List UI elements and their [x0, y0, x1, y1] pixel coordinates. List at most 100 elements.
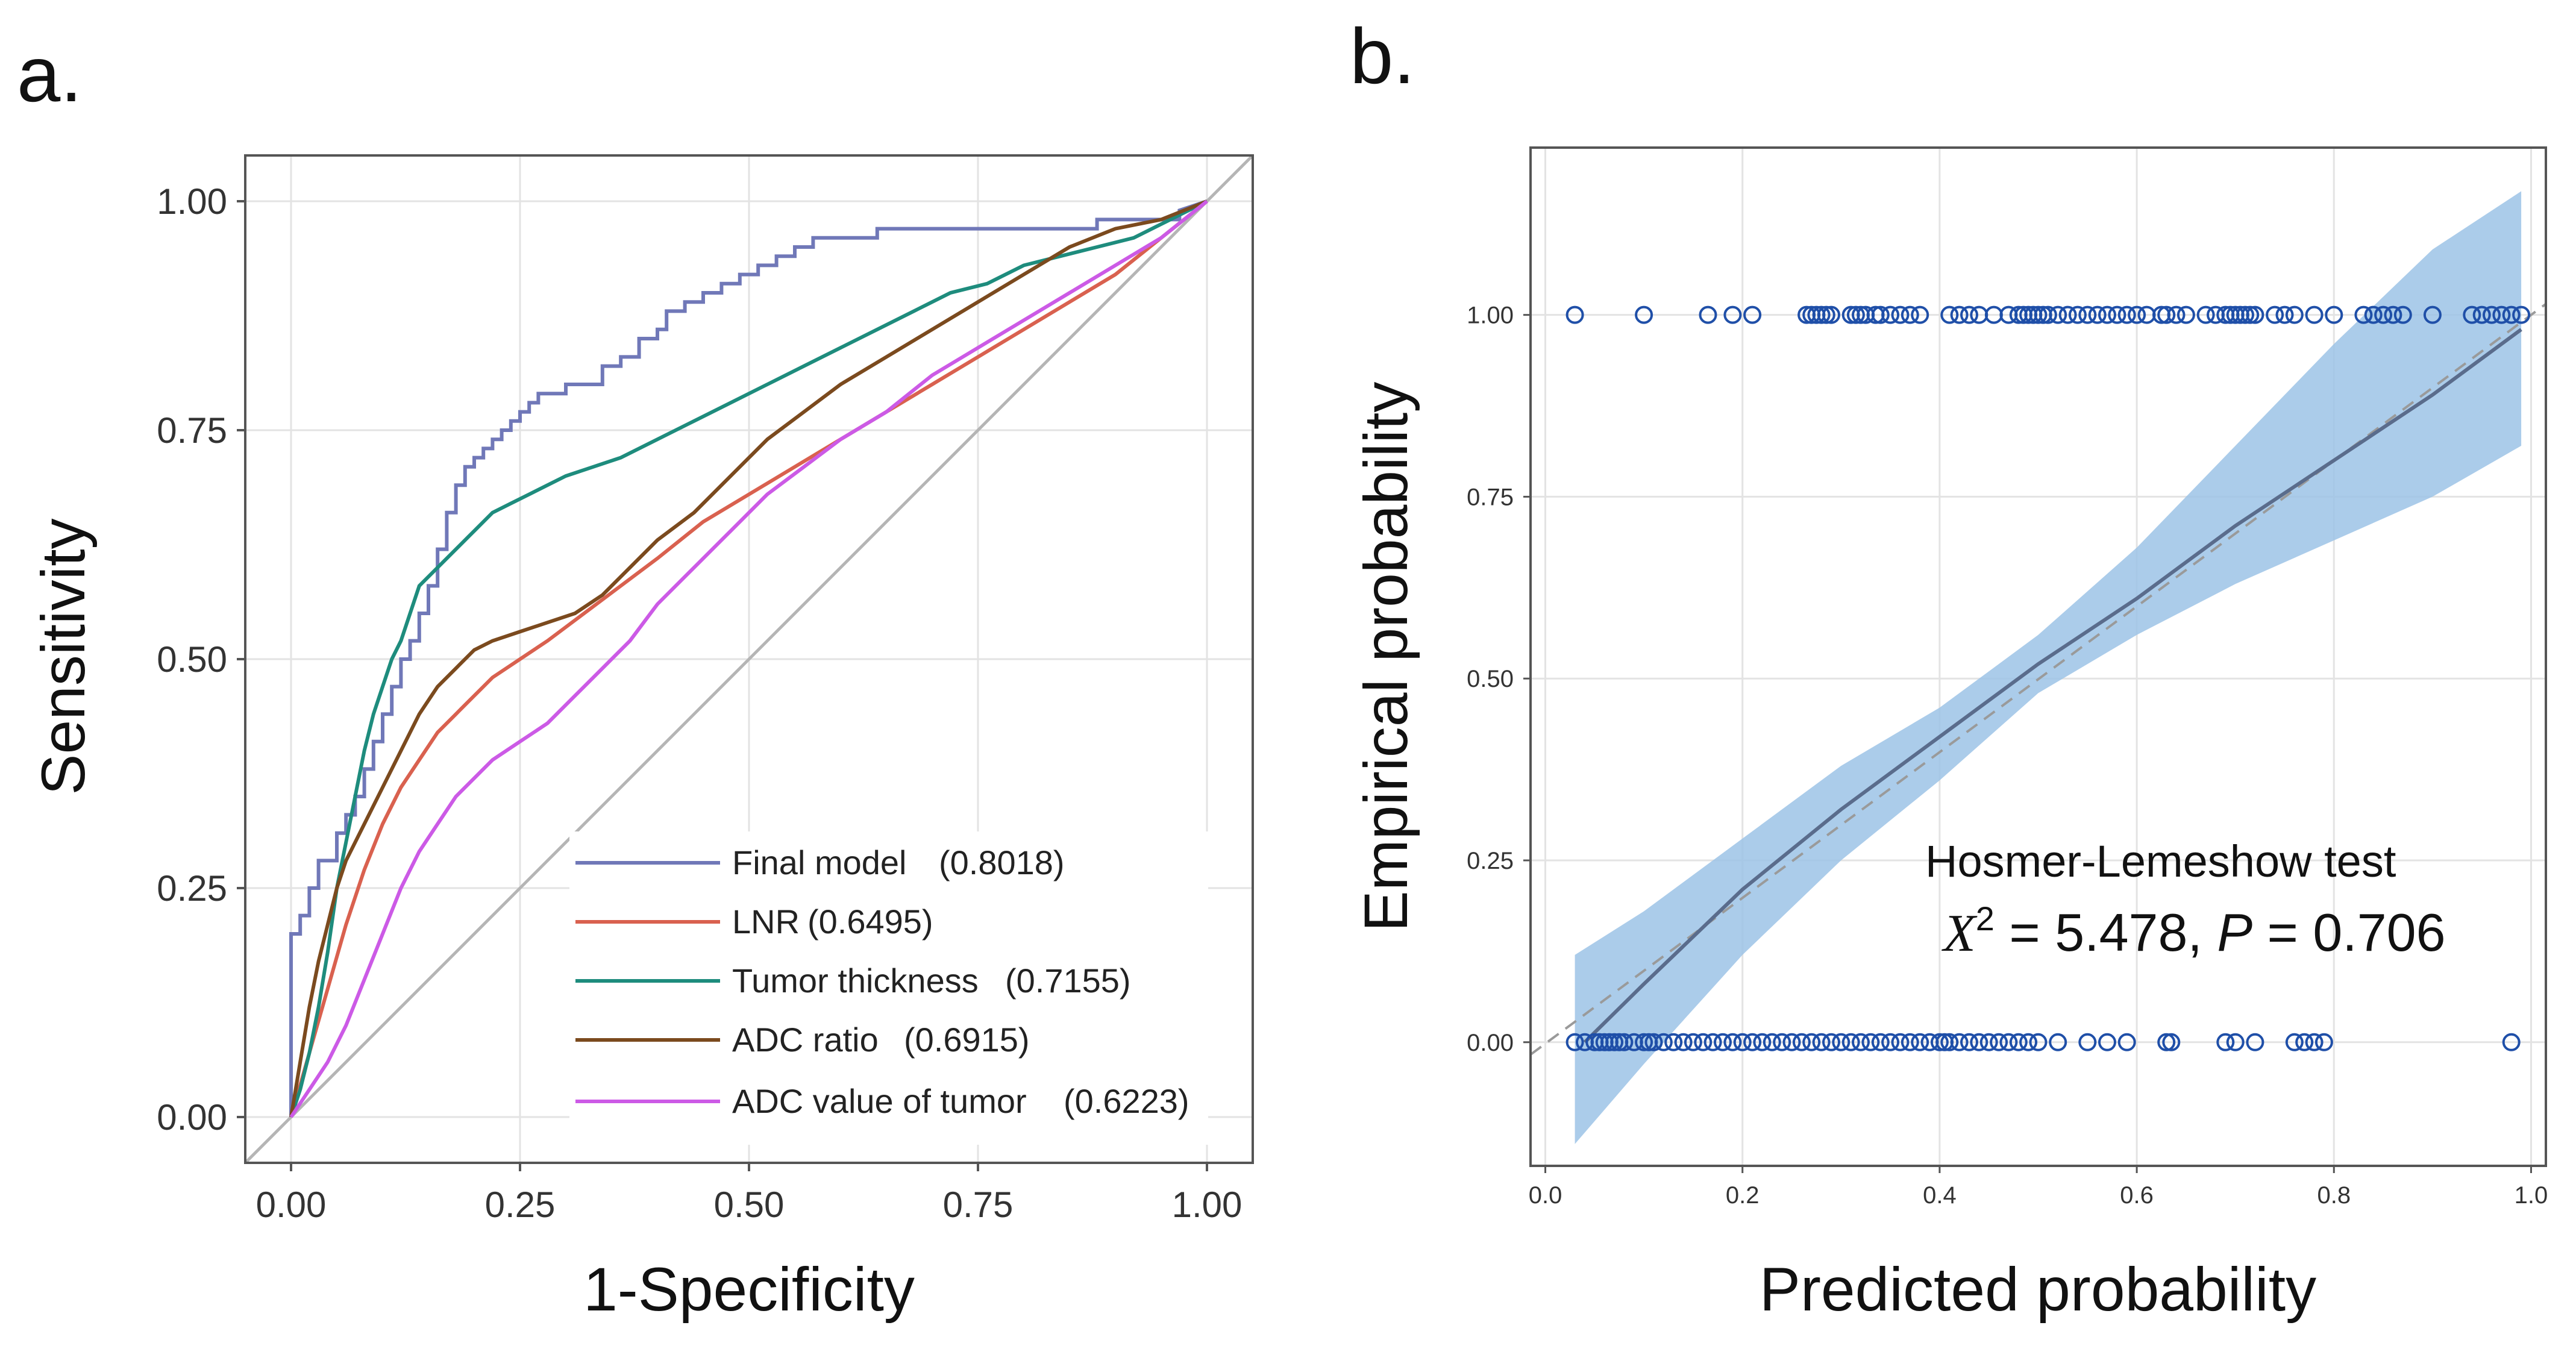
legend-entry-adc-ratio: ADC ratio (0.6915)	[575, 1021, 1030, 1059]
cal-point-nonevent	[2226, 1033, 2245, 1051]
smoothed-calibration-line	[1583, 328, 2522, 1044]
cal-point-nonevent	[1615, 1033, 1634, 1051]
cal-point-nonevent	[1644, 1033, 1663, 1051]
cal-point-nonevent	[2295, 1033, 2314, 1051]
cal-point-nonevent	[2078, 1033, 2097, 1051]
cal-point-nonevent	[1763, 1033, 1781, 1051]
cal-point-nonevent	[1970, 1033, 1988, 1051]
legend-label-adc-value: ADC value of tumor	[732, 1082, 1027, 1120]
cal-y-tick-label: 0.25	[1467, 848, 1514, 874]
cal-frame	[1529, 146, 2547, 1167]
cal-point-nonevent	[2029, 1033, 2048, 1051]
cal-point-event	[1891, 305, 1910, 324]
cal-point-nonevent	[1812, 1033, 1831, 1051]
cal-point-nonevent	[1733, 1033, 1752, 1051]
legend-label-lnr: LNR	[732, 903, 800, 941]
confidence-band	[1575, 191, 2522, 1144]
hl-test-title: Hosmer-Lemeshow test	[1925, 836, 2396, 886]
roc-curve-final-model	[289, 199, 1208, 1117]
roc-curve-adc-ratio	[289, 199, 1208, 1118]
cal-point-nonevent	[1703, 1033, 1722, 1051]
cal-y-tick-label: 0.00	[1467, 1030, 1514, 1056]
cal-point-event	[2078, 305, 2097, 324]
legend-auc-final-model: (0.8018)	[939, 844, 1065, 881]
cal-point-event	[2285, 305, 2304, 324]
cal-point-nonevent	[2098, 1033, 2116, 1051]
cal-point-event	[1950, 305, 1969, 324]
cal-point-nonevent	[1841, 1033, 1860, 1051]
cal-y-tick-label: 0.75	[1467, 484, 1514, 510]
cal-x-tick-label: 0.6	[2120, 1182, 2154, 1209]
cal-x-axis-title: Predicted probability	[1760, 1255, 2316, 1324]
cal-point-nonevent	[1654, 1033, 1673, 1051]
cal-point-nonevent	[2157, 1033, 2176, 1051]
cal-point-nonevent	[1911, 1033, 1929, 1051]
cal-point-event	[1901, 305, 1919, 324]
cal-point-nonevent	[1782, 1033, 1801, 1051]
cal-point-event	[2393, 305, 2412, 324]
legend-entry-final-model: Final model (0.8018)	[575, 844, 1065, 881]
cal-point-event	[2472, 305, 2491, 324]
cal-point-event	[2374, 305, 2393, 324]
cal-point-nonevent	[1743, 1033, 1762, 1051]
cal-point-event	[1565, 305, 1584, 324]
cal-y-tick-label: 0.50	[1467, 666, 1514, 692]
roc-chart: 0.00 0.25 0.50 0.75 1.00 0.00 0.25 0.50 0.75 1.0…	[29, 154, 1254, 1324]
cal-point-nonevent	[1723, 1033, 1742, 1051]
roc-y-tick-label: 0.50	[157, 639, 227, 680]
cal-point-nonevent	[1930, 1033, 1949, 1051]
cal-point-nonevent	[1950, 1033, 1969, 1051]
cal-point-nonevent	[1990, 1033, 2008, 1051]
roc-curve-tumor-thickness	[289, 199, 1208, 1118]
roc-reference-diagonal	[245, 155, 1253, 1163]
cal-point-nonevent	[1940, 1033, 1959, 1051]
cal-point-event	[2512, 305, 2531, 324]
cal-point-event	[2241, 305, 2260, 324]
cal-point-event	[1960, 305, 1978, 324]
cal-point-event	[1817, 305, 1835, 324]
cal-point-nonevent	[1822, 1033, 1840, 1051]
cal-point-nonevent	[2049, 1033, 2067, 1051]
cal-point-event	[2325, 305, 2343, 324]
roc-y-axis-title: Sensitivity	[29, 518, 98, 795]
legend-auc-lnr: (0.6495)	[807, 903, 933, 941]
cal-point-event	[1822, 305, 1840, 324]
cal-point-nonevent	[2162, 1033, 2181, 1051]
roc-y-tick-label: 0.75	[157, 410, 227, 451]
cal-x-tick-label: 1.0	[2515, 1182, 2548, 1209]
cal-point-nonevent	[1694, 1033, 1713, 1051]
cal-point-event	[2117, 305, 2136, 324]
roc-y-tick-label: 0.00	[157, 1097, 227, 1138]
cal-point-event	[2058, 305, 2077, 324]
legend-label-final-model: Final model	[732, 844, 906, 881]
legend-label-tumor-thickness: Tumor thickness	[732, 962, 979, 1000]
cal-point-event	[2039, 305, 2057, 324]
cal-point-event	[2354, 305, 2373, 324]
cal-point-event	[1911, 305, 1929, 324]
panel-label-b: b.	[1350, 12, 1415, 100]
cal-point-nonevent	[1901, 1033, 1919, 1051]
cal-y-axis-title: Empirical probability	[1352, 382, 1420, 932]
cal-point-event	[2423, 305, 2442, 324]
cal-point-nonevent	[2246, 1033, 2264, 1051]
cal-point-nonevent	[1832, 1033, 1851, 1051]
cal-point-event	[1881, 305, 1900, 324]
legend-auc-adc-ratio: (0.6915)	[904, 1021, 1030, 1059]
cal-x-tick-label: 0.8	[2317, 1182, 2351, 1209]
roc-legend: Final model (0.8018) LNR (0.6495) Tumor …	[569, 831, 1208, 1145]
cal-point-nonevent	[1684, 1033, 1702, 1051]
roc-x-ticks: 0.00 0.25 0.50 0.75 1.00	[256, 1163, 1242, 1225]
cal-point-event	[1635, 305, 1653, 324]
roc-y-tick-label: 1.00	[157, 181, 227, 222]
cal-point-nonevent	[1881, 1033, 1900, 1051]
roc-x-axis-title: 1-Specificity	[583, 1255, 915, 1324]
roc-series-group	[289, 199, 1208, 1118]
cal-point-event	[2068, 305, 2087, 324]
cal-point-nonevent	[1605, 1033, 1624, 1051]
chi-square-value: = 5.478,	[1995, 903, 2217, 962]
cal-x-tick-label: 0.2	[1726, 1182, 1760, 1209]
cal-point-event	[2108, 305, 2126, 324]
cal-point-nonevent	[1792, 1033, 1811, 1051]
cal-point-event	[2098, 305, 2116, 324]
cal-point-event	[2246, 305, 2264, 324]
